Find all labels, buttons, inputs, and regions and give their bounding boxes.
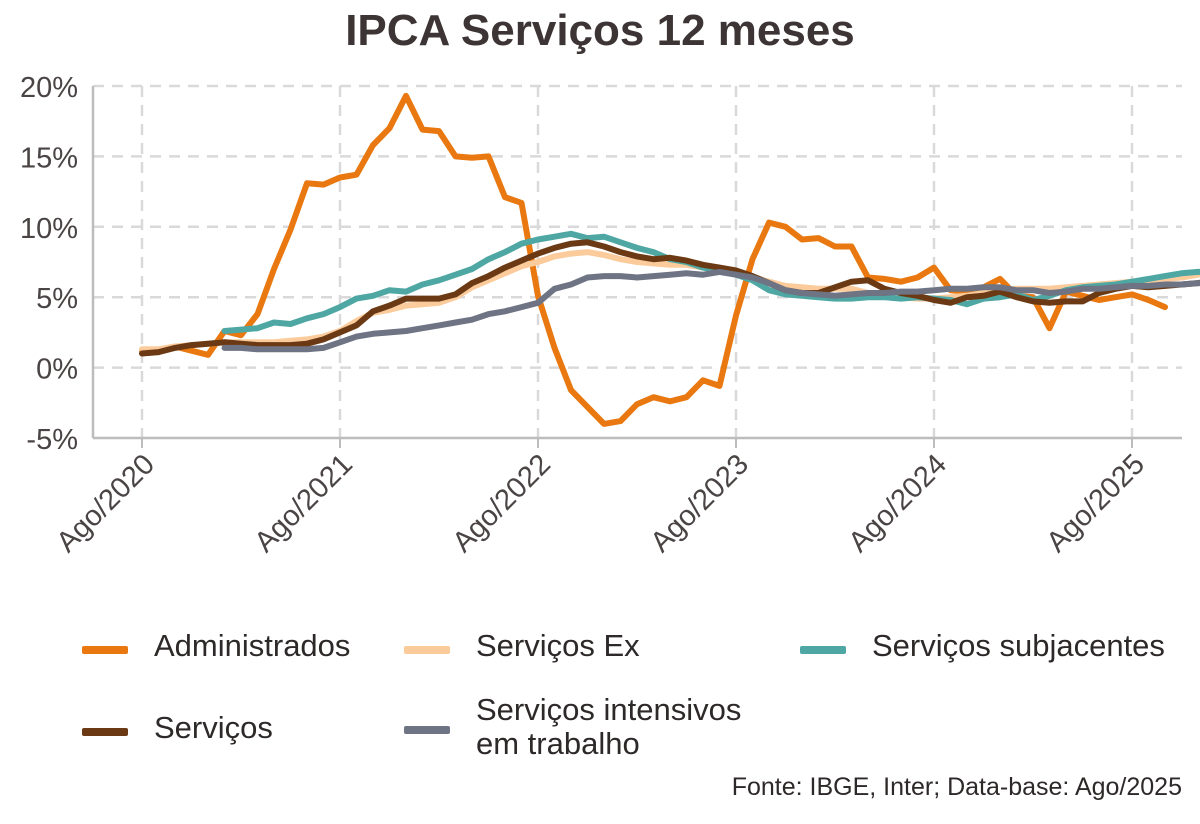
legend-swatch-servicos-subjacentes	[800, 646, 846, 654]
y-tick-label: 20%	[20, 72, 78, 104]
legend-label: Serviços Ex	[476, 628, 640, 663]
series-line-servicos-intensivos-em-trabalho	[221, 268, 1200, 353]
legend-item-servicos-ex: Serviços Ex	[404, 629, 640, 663]
legend-label: Serviços intensivos em trabalho	[476, 692, 742, 761]
series-line-servicos	[139, 239, 1200, 357]
y-tick-labels: -5% 0% 5% 10% 15% 20%	[20, 72, 78, 456]
x-tick-label: Ago/2024	[843, 448, 953, 558]
legend-item-administrados: Administrados	[82, 629, 350, 663]
x-tick-labels: Ago/2020 Ago/2021 Ago/2022 Ago/2023 Ago/2024…	[51, 448, 1151, 558]
x-tick-label: Ago/2022	[447, 448, 557, 558]
grid-lines	[93, 84, 1182, 438]
legend-label: Administrados	[154, 628, 351, 663]
chart-title: IPCA Serviços 12 meses	[345, 6, 855, 55]
x-tick-label: Ago/2020	[51, 448, 161, 558]
y-tick-label: 5%	[36, 283, 78, 315]
axes	[91, 86, 1182, 448]
series-line-administrados	[139, 92, 1168, 427]
source-note: Fonte: IBGE, Inter; Data-base: Ago/2025	[731, 773, 1182, 801]
legend-item-servicos-subjacentes: Serviços subjacentes	[800, 629, 1165, 663]
legend-swatch-administrados	[82, 646, 128, 654]
x-tick-label: Ago/2023	[645, 448, 755, 558]
y-tick-label: 0%	[36, 354, 78, 386]
legend-swatch-servicos-intensivos	[404, 726, 450, 734]
x-tick-label: Ago/2021	[249, 448, 359, 558]
legend-label: Serviços subjacentes	[872, 628, 1165, 663]
y-tick-label: 15%	[20, 142, 78, 174]
legend-swatch-servicos	[82, 728, 128, 736]
series-lines	[139, 92, 1200, 427]
y-tick-label: -5%	[26, 424, 78, 456]
legend-item-servicos-intensivos: Serviços intensivos em trabalho	[404, 693, 741, 761]
legend-label: Serviços	[154, 710, 273, 745]
legend-item-servicos: Serviços	[82, 711, 273, 745]
y-tick-label: 10%	[20, 213, 78, 245]
x-tick-label: Ago/2025	[1041, 448, 1151, 558]
legend-swatch-servicos-ex	[404, 646, 450, 654]
